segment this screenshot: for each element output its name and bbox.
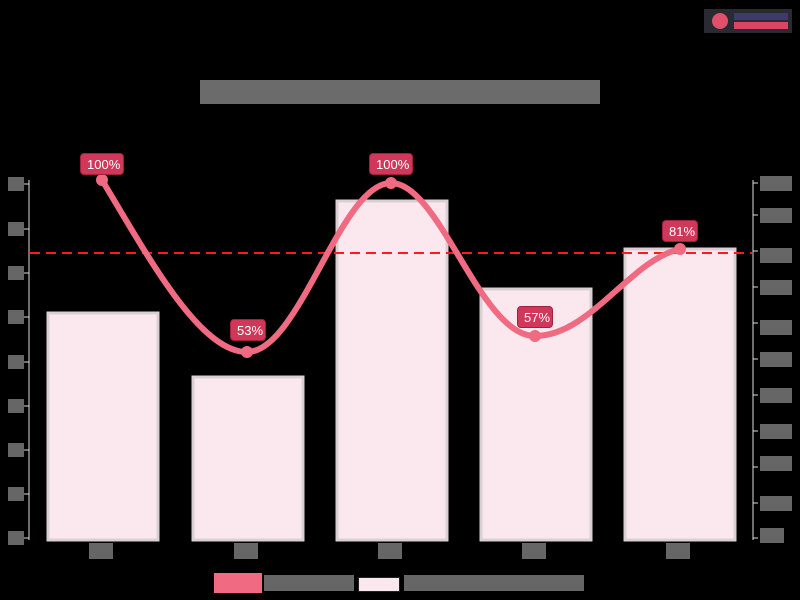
right-axis-tick-label	[760, 388, 792, 403]
left-axis-tick-label	[8, 487, 24, 501]
data-label: 81%	[662, 220, 698, 242]
logo-text-top	[734, 13, 788, 20]
x-axis-tick-label	[89, 543, 113, 559]
data-label: 53%	[230, 319, 266, 341]
right-axis-tick-label	[760, 496, 792, 511]
left-axis-tick-label	[8, 399, 24, 413]
bar[interactable]	[623, 247, 737, 542]
legend-swatch-bar[interactable]	[358, 577, 400, 592]
line-point	[96, 174, 108, 186]
right-axis-tick-label	[760, 456, 792, 471]
right-axis-tick-label	[760, 176, 792, 191]
left-axis-tick-label	[8, 222, 24, 236]
left-axis-tick-label	[8, 266, 24, 280]
legend-label-bar	[404, 575, 584, 591]
left-axis-tick-label	[8, 355, 24, 369]
line-point	[385, 177, 397, 189]
left-axis-tick-label	[8, 443, 24, 457]
bar[interactable]	[191, 375, 305, 542]
legend-label-line	[264, 575, 354, 591]
brand-logo	[704, 9, 792, 33]
x-axis-tick-label	[378, 543, 402, 559]
chart-title	[200, 80, 600, 104]
data-label: 100%	[369, 153, 413, 175]
data-label: 100%	[80, 153, 124, 175]
bar-series	[46, 199, 737, 542]
right-axis-tick-label	[760, 320, 792, 335]
left-axis-tick-label	[8, 310, 24, 324]
x-axis-tick-label	[666, 543, 690, 559]
right-axis-tick-label	[760, 280, 792, 295]
logo-globe-icon	[712, 13, 728, 29]
line-point	[529, 330, 541, 342]
bar[interactable]	[335, 199, 449, 542]
data-label: 57%	[517, 306, 553, 328]
bar[interactable]	[46, 311, 160, 542]
right-axis-tick-label	[760, 352, 792, 367]
right-axis-tick-label	[760, 248, 792, 263]
line-point	[241, 346, 253, 358]
right-axis-tick-label	[760, 208, 792, 223]
line-point	[674, 243, 686, 255]
legend-swatch-line[interactable]	[214, 573, 262, 593]
left-axis-tick-label	[8, 531, 24, 545]
x-axis-tick-label	[522, 543, 546, 559]
left-axis-tick-label	[8, 177, 24, 191]
right-axis-tick-label	[760, 424, 792, 439]
x-axis-tick-label	[234, 543, 258, 559]
right-axis-tick-label	[760, 528, 784, 543]
logo-text-bottom	[734, 22, 788, 29]
